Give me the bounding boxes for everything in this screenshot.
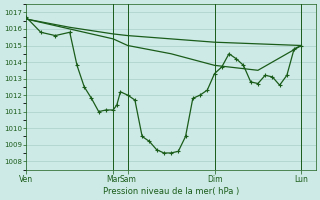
X-axis label: Pression niveau de la mer( hPa ): Pression niveau de la mer( hPa )	[103, 187, 239, 196]
